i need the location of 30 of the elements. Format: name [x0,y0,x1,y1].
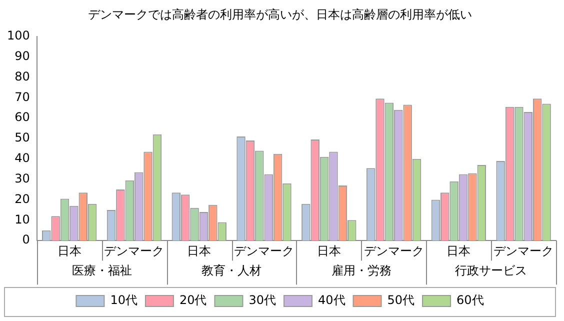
y-tick-label: 70 [14,90,30,104]
y-tick-label: 90 [14,48,30,63]
legend-label: 30代 [248,293,276,308]
y-tick-label: 80 [14,69,30,84]
text: 医療・福祉 [72,264,132,278]
y-tick-label: 30 [14,171,30,186]
y-tick-label: 20 [14,192,30,206]
x-tick-label: デンマーク [104,244,164,258]
text: 教育・人材 [202,264,262,278]
text: 行政サービス [455,264,528,278]
y-tick-label: 100 [7,28,30,43]
legend-label: 60代 [456,293,484,308]
x-tick-label: 日本 [57,244,82,258]
legend-label: 50代 [387,293,415,308]
y-tick-label: 40 [14,151,30,166]
y-tick-label: 50 [14,130,30,145]
text: 雇用・労務 [331,264,392,278]
chart-title: デンマークでは高齢者の利用率が高いが、日本は高齢層の利用率が低い [88,7,472,22]
x-tick-label: 日本 [316,244,341,258]
legend-label: 40代 [318,293,346,308]
x-tick-label: デンマーク [494,244,554,258]
legend-label: 20代 [179,293,207,308]
legend-label: 10代 [110,293,138,308]
y-tick-label: 10 [14,212,30,226]
x-tick-label: デンマーク [234,244,294,258]
y-tick-label: 0 [22,232,30,247]
x-tick-label: 日本 [446,244,471,258]
x-tick-label: デンマーク [364,244,424,258]
y-tick-label: 60 [14,110,30,124]
x-tick-label: 日本 [187,244,212,258]
